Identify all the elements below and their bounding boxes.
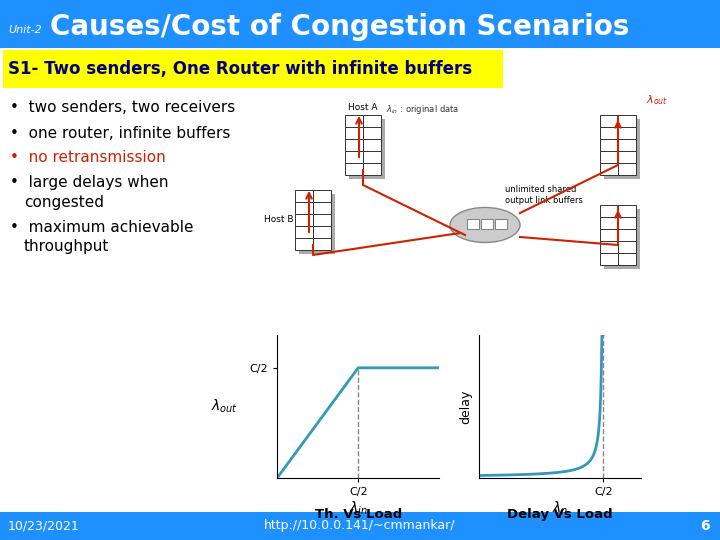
Bar — [467, 219, 479, 229]
Bar — [313, 214, 331, 226]
Text: Host B: Host B — [264, 215, 293, 225]
Bar — [604, 209, 640, 269]
Bar — [600, 151, 618, 163]
Text: Causes/Cost of Congestion Scenarios: Causes/Cost of Congestion Scenarios — [50, 14, 629, 42]
Bar — [345, 139, 363, 151]
X-axis label: $\lambda_{in}$: $\lambda_{in}$ — [348, 500, 368, 517]
Bar — [345, 151, 363, 163]
Bar — [618, 229, 636, 241]
Text: unlimited shared
output link buffers: unlimited shared output link buffers — [505, 185, 583, 205]
Bar — [313, 190, 331, 202]
Y-axis label: delay: delay — [459, 389, 472, 423]
Bar — [363, 139, 381, 151]
Bar — [295, 238, 313, 250]
Text: throughput: throughput — [24, 240, 109, 254]
Bar — [618, 163, 636, 175]
Bar — [0, 512, 720, 540]
Bar — [618, 253, 636, 265]
Y-axis label: $\lambda_{out}$: $\lambda_{out}$ — [211, 397, 238, 415]
Bar — [618, 241, 636, 253]
Bar — [0, 0, 720, 48]
Bar — [600, 127, 618, 139]
Text: congested: congested — [24, 194, 104, 210]
Bar — [299, 194, 335, 254]
Bar — [363, 163, 381, 175]
Bar — [618, 205, 636, 217]
Bar — [295, 226, 313, 238]
X-axis label: $\lambda_n$: $\lambda_n$ — [552, 500, 568, 517]
Text: Host A: Host A — [348, 103, 378, 111]
Bar — [313, 226, 331, 238]
Bar — [604, 119, 640, 179]
Bar — [295, 190, 313, 202]
Bar — [313, 238, 331, 250]
Text: •  large delays when: • large delays when — [10, 176, 168, 191]
Bar — [600, 253, 618, 265]
Bar — [618, 115, 636, 127]
Bar — [363, 151, 381, 163]
Bar — [618, 139, 636, 151]
Ellipse shape — [450, 207, 520, 242]
Text: S1- Two senders, One Router with infinite buffers: S1- Two senders, One Router with infinit… — [8, 60, 472, 78]
Bar — [345, 115, 363, 127]
Bar — [363, 115, 381, 127]
Bar — [600, 217, 618, 229]
Bar — [618, 127, 636, 139]
Text: •  no retransmission: • no retransmission — [10, 151, 166, 165]
Bar — [349, 119, 385, 179]
Bar — [600, 229, 618, 241]
Bar — [313, 202, 331, 214]
Text: 10/23/2021: 10/23/2021 — [8, 519, 80, 532]
Text: •  one router, infinite buffers: • one router, infinite buffers — [10, 125, 230, 140]
Text: Delay Vs Load: Delay Vs Load — [507, 508, 613, 521]
Text: Unit-2: Unit-2 — [8, 25, 42, 35]
Text: Th. Vs Load: Th. Vs Load — [315, 508, 402, 521]
Bar — [363, 127, 381, 139]
Bar — [481, 219, 493, 229]
Bar — [600, 241, 618, 253]
Bar — [600, 205, 618, 217]
Text: $\lambda_{out}$: $\lambda_{out}$ — [646, 93, 668, 107]
Text: $\lambda_{in}$ : original data: $\lambda_{in}$ : original data — [386, 104, 459, 117]
Bar — [600, 115, 618, 127]
Bar — [618, 151, 636, 163]
Text: 6: 6 — [701, 519, 710, 533]
Bar — [295, 214, 313, 226]
Bar — [600, 139, 618, 151]
Bar — [618, 217, 636, 229]
Bar — [600, 163, 618, 175]
Bar — [495, 219, 507, 229]
Bar — [295, 202, 313, 214]
Bar — [345, 127, 363, 139]
Text: •  two senders, two receivers: • two senders, two receivers — [10, 100, 235, 116]
Bar — [345, 163, 363, 175]
Bar — [3, 50, 503, 88]
Text: •  maximum achievable: • maximum achievable — [10, 220, 194, 235]
Text: http://10.0.0.141/~cmmankar/: http://10.0.0.141/~cmmankar/ — [264, 519, 456, 532]
